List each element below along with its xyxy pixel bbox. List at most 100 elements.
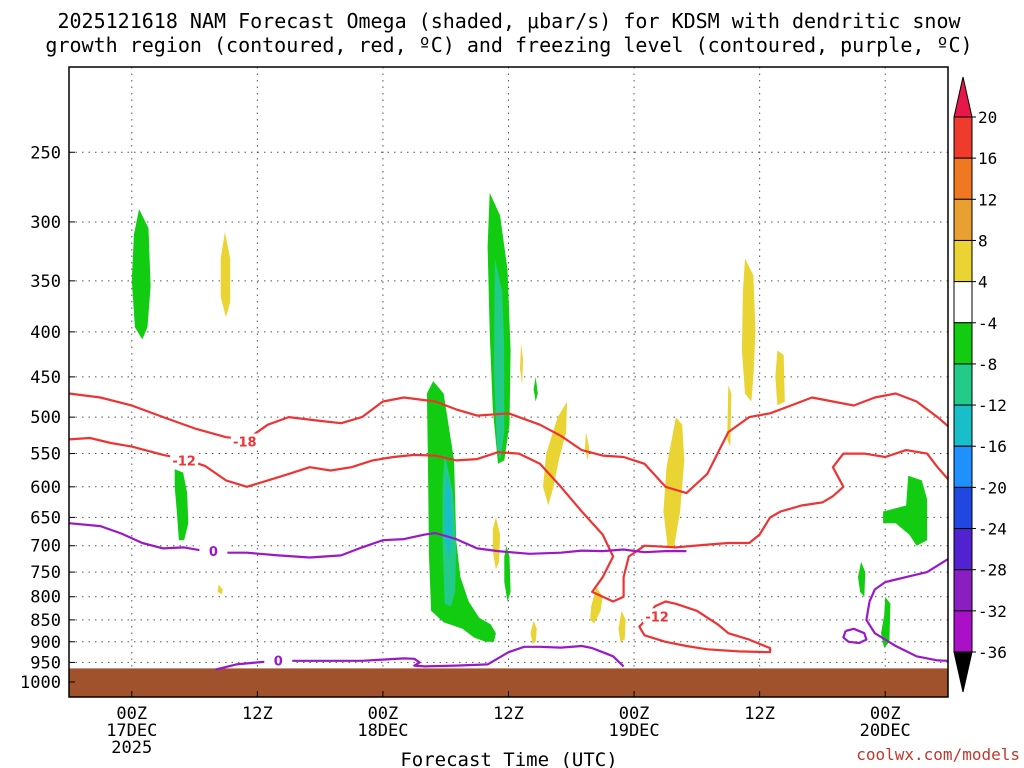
x-tick-label: 18DEC — [357, 721, 408, 741]
y-tick-label: 800 — [30, 588, 61, 608]
colorbar-bin — [953, 610, 973, 653]
colorbar-label: -12 — [978, 396, 1007, 415]
colorbar-bin — [953, 569, 973, 612]
omega-region — [131, 209, 151, 340]
dgz-contour-label: -18 — [233, 436, 257, 451]
y-tick-label: 350 — [30, 272, 61, 292]
colorbar-label: -36 — [978, 643, 1007, 662]
colorbar-bin — [953, 528, 973, 571]
colorbar-bin — [953, 445, 973, 488]
x-tick-label: 12Z — [744, 704, 775, 724]
freezing-contour-line — [215, 644, 625, 671]
colorbar-label: -4 — [978, 314, 997, 333]
colorbar-bin — [953, 116, 973, 159]
omega-region — [533, 376, 538, 402]
omega-region — [426, 381, 496, 642]
y-tick-label: 950 — [30, 653, 61, 673]
omega-region — [883, 475, 928, 546]
freezing-contour-line — [865, 601, 948, 662]
dgz-contour-label-bg — [170, 452, 199, 468]
y-tick-label: 500 — [30, 408, 61, 428]
y-tick-label: 400 — [30, 323, 61, 343]
colorbar-label: 8 — [978, 231, 988, 250]
y-tick-label: 650 — [30, 508, 61, 528]
x-axis-label: Forecast Time (UTC) — [400, 749, 617, 768]
freezing-contour-label: 0 — [274, 654, 283, 669]
plot-area: -18 -12 -12 0 0 — [69, 67, 948, 697]
x-tick-label: 17DEC — [106, 721, 157, 741]
colorbar-label: -20 — [978, 478, 1007, 497]
y-tick-label: 750 — [30, 563, 61, 583]
x-tick-label: 12Z — [493, 704, 524, 724]
dgz-contour-label: -12 — [172, 454, 196, 469]
freezing-contour-line — [868, 558, 948, 602]
chart-title-line-2: growth region (contoured, red, ºC) and f… — [45, 33, 972, 57]
omega-region — [543, 401, 568, 506]
freezing-contour-line — [842, 627, 868, 645]
colorbar-label: -8 — [978, 355, 997, 374]
y-tick-label: 900 — [30, 633, 61, 653]
omega-region — [493, 258, 505, 461]
colorbar-bin — [953, 322, 973, 365]
dgz-contour-label: -12 — [645, 610, 669, 625]
omega-region — [530, 620, 537, 644]
axes: 2503003504004505005506006507007508008509… — [20, 66, 949, 758]
colorbar-bin — [953, 198, 973, 241]
colorbar-bin — [953, 363, 973, 406]
y-tick-label: 550 — [30, 445, 61, 465]
colorbar-label: 4 — [978, 273, 988, 292]
colorbar-bin — [953, 157, 973, 200]
chart-title-line-1: 2025121618 NAM Forecast Omega (shaded, μ… — [57, 9, 961, 33]
omega-region — [504, 545, 511, 602]
omega-region — [775, 350, 785, 406]
freezing-contour-label-bg — [199, 543, 228, 559]
x-tick-label: 00Z — [368, 704, 399, 724]
colorbar: 20 16 12 8 4 -4 -8 -12 -16 -20 -24 -28 -32 -36 — [953, 76, 1007, 693]
colorbar-bin — [953, 281, 973, 324]
y-tick-label: 1000 — [20, 673, 61, 693]
colorbar-bin — [953, 486, 973, 530]
x-tick-label: 2025 — [111, 738, 152, 758]
dgz-contour-label-bg — [643, 608, 672, 624]
omega-region — [741, 258, 756, 402]
freezing-contour-label: 0 — [209, 545, 218, 560]
colorbar-top-arrow — [953, 76, 973, 118]
y-tick-label: 450 — [30, 368, 61, 388]
colorbar-label: 16 — [978, 149, 997, 168]
omega-region — [220, 232, 231, 318]
omega-region — [727, 385, 732, 447]
omega-region — [174, 469, 189, 541]
plot-clip-group: -18 -12 -12 0 0 — [69, 67, 948, 697]
omega-region — [584, 432, 590, 461]
colorbar-label: -32 — [978, 602, 1007, 621]
dgz-contour-label-bg — [230, 433, 259, 449]
colorbar-bottom-arrow — [953, 651, 973, 693]
y-tick-label: 700 — [30, 537, 61, 557]
dgz-contour-line — [638, 600, 772, 654]
omega-region — [520, 343, 524, 386]
x-tick-label: 12Z — [242, 704, 273, 724]
omega-region — [618, 610, 626, 642]
x-tick-label: 00Z — [116, 704, 147, 724]
omega-region — [858, 561, 866, 597]
colorbar-label: 20 — [978, 108, 997, 127]
y-tick-label: 250 — [30, 143, 61, 163]
omega-region — [663, 417, 685, 549]
y-tick-label: 850 — [30, 611, 61, 631]
colorbar-label: -28 — [978, 561, 1007, 580]
colorbar-label: -24 — [978, 520, 1007, 539]
omega-region — [492, 517, 501, 570]
colorbar-bin — [953, 404, 973, 447]
x-tick-label: 20DEC — [860, 721, 911, 741]
omega-region — [217, 584, 223, 595]
colorbar-label: 12 — [978, 190, 997, 209]
credit-text: coolwx.com/models — [856, 745, 1020, 764]
x-tick-label: 19DEC — [608, 721, 659, 741]
freezing-contour-label-bg — [264, 652, 293, 668]
dgz-contour-line — [69, 436, 948, 603]
y-tick-label: 600 — [30, 478, 61, 498]
freezing-contour-line — [69, 522, 687, 559]
colorbar-bin — [953, 239, 973, 283]
colorbar-label: -16 — [978, 437, 1007, 456]
